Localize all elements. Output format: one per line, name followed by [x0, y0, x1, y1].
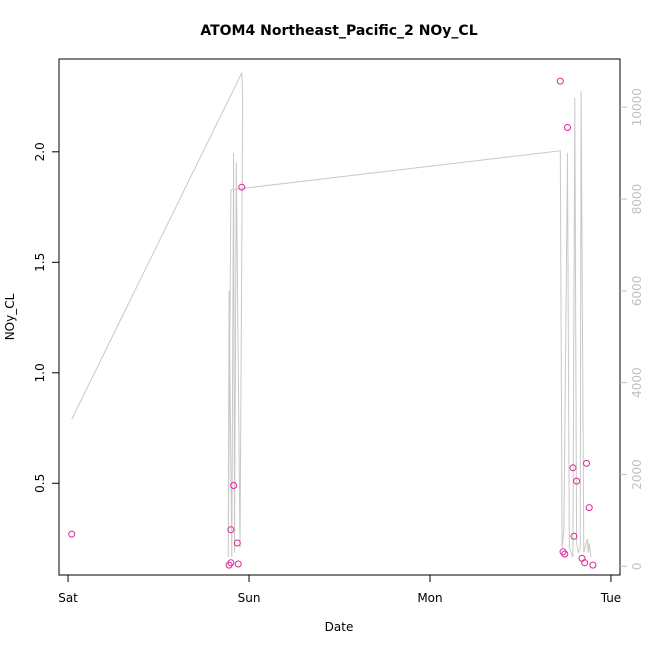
data-point — [68, 530, 76, 538]
data-point — [561, 550, 569, 558]
y2-tick-label: 4000 — [630, 367, 644, 398]
y-tick-label: 0.5 — [33, 474, 47, 493]
y2-tick-label: 2000 — [630, 459, 644, 490]
data-point — [589, 561, 597, 569]
data-point — [225, 561, 233, 569]
data-point — [234, 560, 242, 568]
data-point — [585, 504, 593, 512]
y-axis: 0.5 1.0 1.5 2.0 — [33, 142, 59, 493]
data-point — [573, 477, 581, 485]
x-tick-label: Tue — [600, 591, 622, 605]
plot-frame — [58, 58, 621, 576]
y2-tick-label: 8000 — [630, 184, 644, 215]
data-point — [581, 559, 589, 567]
series-points-layer — [68, 77, 597, 569]
data-point — [227, 559, 235, 567]
data-point — [564, 124, 571, 131]
data-point — [238, 183, 246, 191]
chart-title: ATOM4 Northeast_Pacific_2 NOy_CL — [200, 23, 477, 39]
x-tick-label: Sun — [238, 591, 261, 605]
data-point — [569, 464, 577, 472]
x-axis: Sat Sun Mon Tue — [58, 575, 621, 605]
series-line — [71, 72, 592, 558]
data-point — [583, 459, 590, 467]
data-point — [578, 554, 586, 562]
y-tick-label: 1.5 — [33, 253, 47, 272]
y2-axis-right: 0 2000 4000 6000 8000 10000 — [620, 88, 644, 570]
data-point — [559, 548, 567, 556]
y-tick-label: 1.0 — [33, 363, 47, 382]
data-point — [570, 532, 578, 540]
x-tick-label: Mon — [417, 591, 442, 605]
y2-tick-label: 6000 — [630, 276, 644, 307]
data-point — [230, 482, 238, 489]
data-point — [556, 77, 564, 85]
data-point — [227, 526, 235, 534]
x-tick-label: Sat — [58, 591, 78, 605]
y2-tick-label: 0 — [630, 562, 644, 570]
series-line-layer — [71, 72, 592, 558]
x-axis-label: Date — [325, 620, 354, 634]
y-tick-label: 2.0 — [33, 142, 47, 161]
y2-tick-label: 10000 — [630, 88, 644, 126]
y-axis-label: NOy_CL — [3, 293, 17, 340]
data-point — [233, 539, 241, 547]
